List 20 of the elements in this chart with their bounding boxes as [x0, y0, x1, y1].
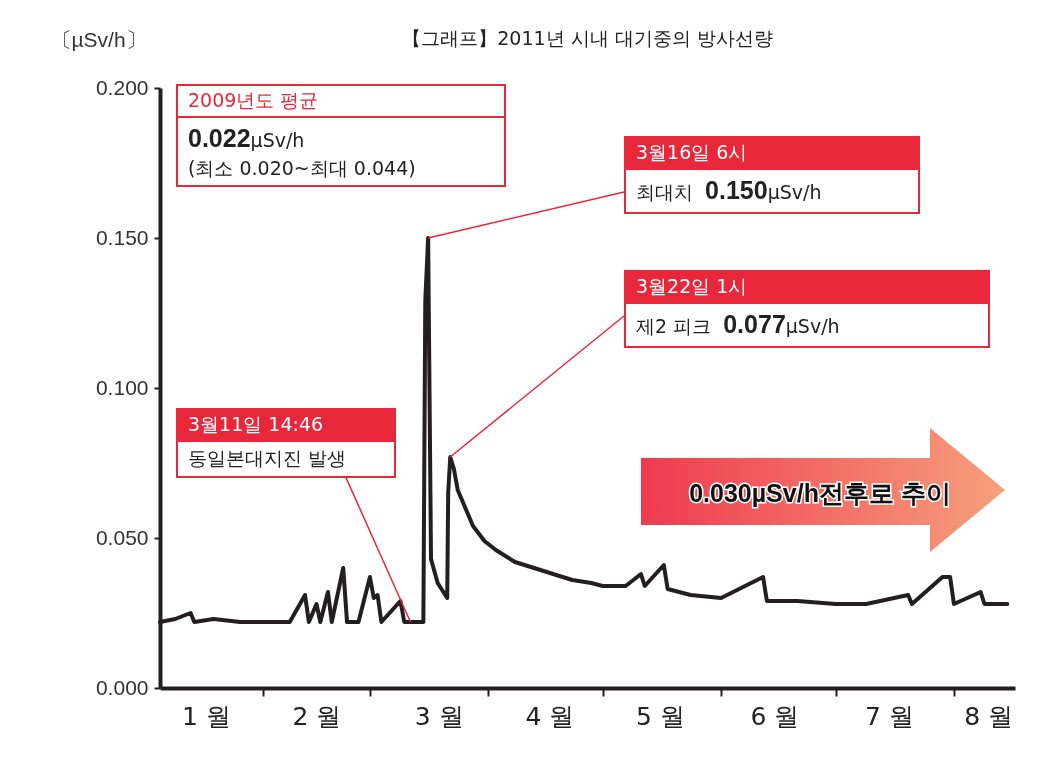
callout-box: 3월11일 14:46 동일본대지진 발생 — [176, 408, 396, 478]
y-axis-title: 〔µSv/h〕 — [50, 27, 147, 51]
x-tick-label: 2 월 — [292, 701, 342, 731]
y-tick-label: 0.150 — [95, 225, 149, 249]
x-tick-label: 6 월 — [750, 701, 800, 731]
y-tick-label: 0.050 — [95, 525, 149, 549]
y-tick-label: 0.000 — [95, 675, 149, 699]
x-tick-label: 1 월 — [181, 701, 231, 731]
y-tick-label: 0.200 — [95, 75, 149, 99]
x-tick-label: 4 월 — [525, 701, 575, 731]
x-tick-label: 5 월 — [636, 701, 685, 731]
x-tick-label: 3 월 — [414, 701, 464, 731]
callout-box: 3월22일 1시 제2 피크 0.077µSv/h — [624, 270, 990, 348]
x-tick-label: 7 월 — [865, 701, 914, 731]
chart-title: 【그래프】2011년 시내 대기중의 방사선량 — [401, 26, 774, 51]
y-tick-label: 0.100 — [95, 375, 149, 399]
callout-box: 2009년도 평균 0.022µSv/h (최소 0.020~최대 0.044) — [176, 84, 506, 188]
callout-box: 3월16일 6시 최대치 0.150µSv/h — [624, 136, 920, 214]
annotation: 0.030µSv/h전후로 추이 — [689, 479, 951, 507]
x-tick-label: 8 월 — [964, 701, 1014, 731]
